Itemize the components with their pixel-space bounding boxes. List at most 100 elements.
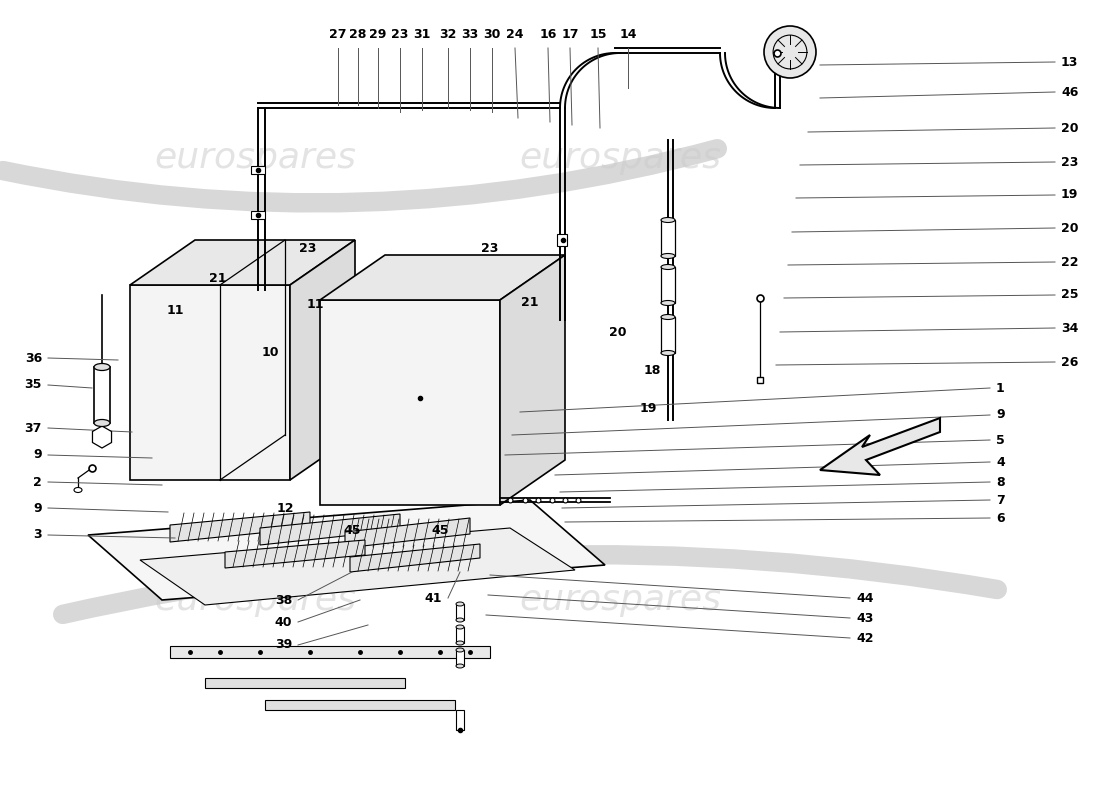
Circle shape	[764, 26, 816, 78]
Text: 1: 1	[996, 382, 1004, 394]
Text: 20: 20	[609, 326, 627, 338]
Bar	[456, 650, 464, 666]
Ellipse shape	[661, 218, 675, 222]
Text: 40: 40	[275, 615, 292, 629]
Text: 46: 46	[1062, 86, 1078, 98]
Text: 12: 12	[276, 502, 294, 514]
Bar	[557, 234, 566, 246]
Text: 23: 23	[392, 28, 409, 41]
Polygon shape	[226, 540, 365, 568]
Bar	[661, 220, 675, 256]
Text: 29: 29	[370, 28, 387, 41]
FancyBboxPatch shape	[320, 300, 500, 505]
Bar	[170, 646, 490, 658]
Ellipse shape	[661, 265, 675, 270]
Text: 44: 44	[856, 591, 873, 605]
Polygon shape	[350, 544, 480, 572]
Text: 14: 14	[619, 28, 637, 41]
Bar	[456, 627, 464, 643]
Text: eurospares: eurospares	[519, 141, 720, 175]
Polygon shape	[260, 514, 400, 545]
Text: 11: 11	[166, 303, 184, 317]
Text: 23: 23	[482, 242, 498, 254]
Text: 10: 10	[262, 346, 278, 358]
Text: 16: 16	[539, 28, 557, 41]
Polygon shape	[820, 418, 940, 475]
Bar	[661, 317, 675, 353]
Bar	[251, 211, 265, 219]
Polygon shape	[320, 255, 565, 300]
Text: 19: 19	[1062, 189, 1078, 202]
Text: 20: 20	[1062, 122, 1078, 134]
Text: 30: 30	[483, 28, 500, 41]
Text: 25: 25	[1062, 289, 1078, 302]
Text: 15: 15	[590, 28, 607, 41]
Text: 38: 38	[275, 594, 292, 606]
Polygon shape	[170, 512, 310, 542]
Text: 3: 3	[33, 529, 42, 542]
Polygon shape	[92, 426, 111, 448]
Text: 21: 21	[209, 271, 227, 285]
Text: eurospares: eurospares	[154, 583, 356, 617]
FancyBboxPatch shape	[130, 285, 290, 480]
Text: 36: 36	[24, 351, 42, 365]
Text: eurospares: eurospares	[154, 141, 356, 175]
Polygon shape	[290, 240, 355, 480]
Ellipse shape	[456, 641, 464, 645]
Ellipse shape	[456, 625, 464, 629]
Ellipse shape	[456, 618, 464, 622]
Text: 33: 33	[461, 28, 478, 41]
Polygon shape	[130, 240, 355, 285]
Text: 37: 37	[24, 422, 42, 434]
Polygon shape	[500, 255, 565, 505]
Text: 4: 4	[996, 455, 1004, 469]
Text: 43: 43	[856, 611, 873, 625]
Bar	[456, 710, 464, 730]
Text: 34: 34	[1062, 322, 1078, 334]
Text: 8: 8	[996, 475, 1004, 489]
Bar	[661, 267, 675, 303]
Text: 26: 26	[1062, 355, 1078, 369]
Ellipse shape	[456, 664, 464, 668]
Ellipse shape	[94, 419, 110, 426]
Text: 17: 17	[561, 28, 579, 41]
Polygon shape	[345, 518, 470, 548]
Text: 35: 35	[24, 378, 42, 391]
Text: 39: 39	[275, 638, 292, 651]
Text: 18: 18	[644, 363, 661, 377]
Ellipse shape	[456, 648, 464, 652]
Text: 23: 23	[299, 242, 317, 254]
Ellipse shape	[661, 314, 675, 319]
Text: 21: 21	[521, 295, 539, 309]
Ellipse shape	[94, 363, 110, 370]
Ellipse shape	[456, 602, 464, 606]
Text: 45: 45	[343, 523, 361, 537]
Bar	[265, 700, 455, 710]
Text: 22: 22	[1062, 255, 1078, 269]
Text: 6: 6	[996, 511, 1004, 525]
Text: 20: 20	[1062, 222, 1078, 234]
Text: 9: 9	[33, 502, 42, 514]
Polygon shape	[140, 528, 575, 605]
Text: 23: 23	[1062, 155, 1078, 169]
Bar	[251, 166, 265, 174]
Text: 7: 7	[996, 494, 1004, 506]
Text: 19: 19	[639, 402, 657, 414]
Text: 13: 13	[1062, 55, 1078, 69]
Text: 11: 11	[306, 298, 323, 311]
Text: 41: 41	[425, 591, 442, 605]
Text: 32: 32	[439, 28, 456, 41]
Ellipse shape	[661, 350, 675, 355]
Text: 45: 45	[431, 523, 449, 537]
Text: 28: 28	[350, 28, 366, 41]
Polygon shape	[88, 500, 605, 600]
Text: eurospares: eurospares	[519, 583, 720, 617]
Text: 24: 24	[506, 28, 524, 41]
Text: 9: 9	[33, 449, 42, 462]
Text: 31: 31	[414, 28, 431, 41]
Bar	[456, 604, 464, 620]
Text: 2: 2	[33, 475, 42, 489]
Text: 9: 9	[996, 409, 1004, 422]
Ellipse shape	[74, 487, 82, 493]
Ellipse shape	[661, 254, 675, 258]
